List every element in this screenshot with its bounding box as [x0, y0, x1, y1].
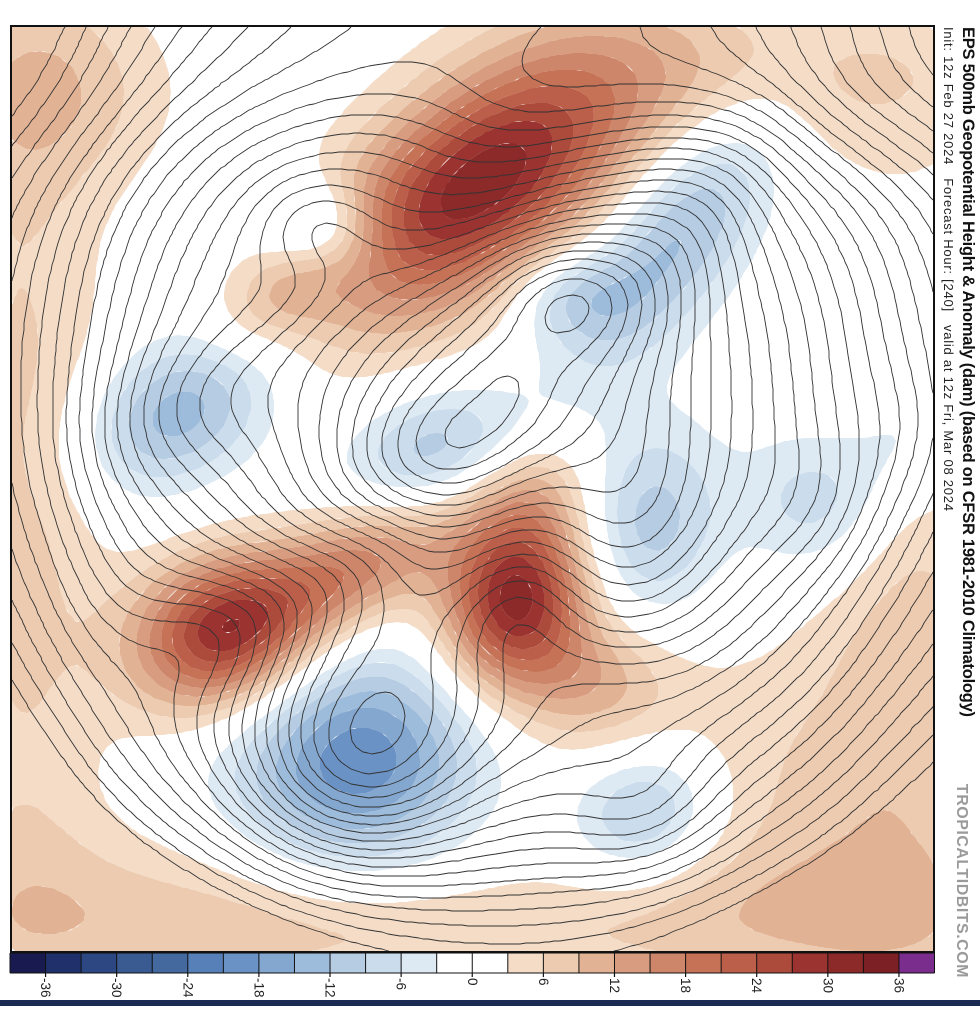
- svg-text:-24: -24: [180, 978, 195, 998]
- svg-text:Init: 12z Feb 27 2024 Foreca: Init: 12z Feb 27 2024 Forecast Hour: [24…: [941, 27, 956, 511]
- svg-text:-6: -6: [394, 978, 409, 990]
- svg-text:-30: -30: [109, 978, 124, 998]
- svg-text:12: 12: [607, 978, 622, 993]
- svg-text:24: 24: [749, 978, 764, 994]
- svg-text:TROPICALTIDBITS.COM: TROPICALTIDBITS.COM: [953, 784, 970, 978]
- svg-text:-12: -12: [323, 978, 338, 998]
- svg-text:-18: -18: [251, 978, 266, 998]
- svg-text:18: 18: [678, 978, 693, 993]
- svg-text:36: 36: [891, 978, 906, 993]
- svg-text:-36: -36: [38, 978, 53, 998]
- svg-text:6: 6: [536, 978, 551, 986]
- svg-text:EPS 500mb Geopotential Height: EPS 500mb Geopotential Height & Anomaly …: [959, 27, 977, 717]
- svg-text:0: 0: [465, 978, 480, 986]
- svg-text:30: 30: [820, 978, 835, 993]
